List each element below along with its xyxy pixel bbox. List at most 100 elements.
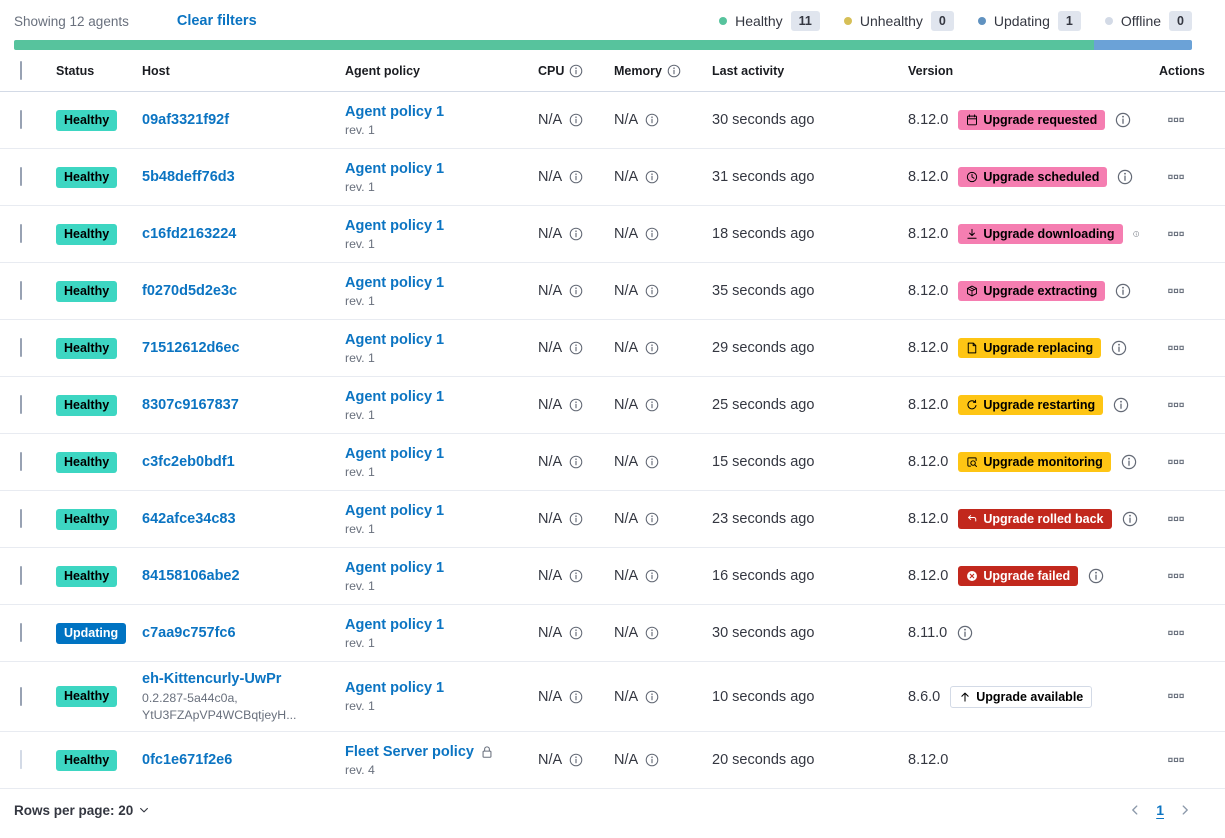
memory-na-info-icon[interactable]	[645, 398, 659, 412]
cpu-value: N/A	[538, 568, 563, 584]
cpu-na-info-icon[interactable]	[569, 113, 583, 127]
cpu-na-info-icon[interactable]	[569, 626, 583, 640]
policy-link[interactable]: Agent policy 1	[345, 274, 445, 291]
host-link[interactable]: 71512612d6ec	[142, 340, 240, 356]
version-info-icon[interactable]	[1115, 283, 1131, 299]
legend-count-badge: 1	[1057, 11, 1081, 31]
host-link[interactable]: 0fc1e671f2e6	[142, 752, 233, 769]
version-info-icon[interactable]	[1122, 511, 1138, 527]
row-actions-button[interactable]	[1168, 568, 1184, 584]
select-all-checkbox[interactable]	[20, 60, 22, 80]
row-actions-button[interactable]	[1168, 226, 1184, 242]
page-number-button[interactable]: 1	[1156, 802, 1164, 819]
row-checkbox[interactable]	[20, 338, 22, 357]
host-link[interactable]: 5b48deff76d3	[142, 169, 235, 185]
policy-link[interactable]: Agent policy 1	[345, 559, 445, 576]
host-link[interactable]: 642afce34c83	[142, 511, 236, 527]
row-actions-button[interactable]	[1168, 454, 1184, 470]
legend-item-unhealthy: Unhealthy 0	[843, 11, 954, 31]
policy-link[interactable]: Agent policy 1	[345, 217, 445, 234]
row-actions-button[interactable]	[1168, 283, 1184, 299]
host-link[interactable]: 84158106abe2	[142, 568, 240, 584]
row-actions-button[interactable]	[1168, 112, 1184, 128]
policy-link[interactable]: Agent policy 1	[345, 103, 445, 120]
row-checkbox[interactable]	[20, 395, 22, 414]
chevron-right-icon[interactable]	[1178, 803, 1192, 817]
cpu-na-info-icon[interactable]	[569, 398, 583, 412]
memory-na-info-icon[interactable]	[645, 455, 659, 469]
host-link[interactable]: f0270d5d2e3c	[142, 283, 238, 299]
policy-link[interactable]: Agent policy 1	[345, 445, 445, 462]
status-badge: Healthy	[56, 223, 118, 245]
row-actions-button[interactable]	[1168, 625, 1184, 641]
cpu-na-info-icon[interactable]	[569, 690, 583, 704]
version-info-icon[interactable]	[957, 625, 973, 641]
row-checkbox[interactable]	[20, 452, 22, 471]
row-checkbox[interactable]	[20, 686, 22, 706]
memory-na-info-icon[interactable]	[645, 690, 659, 704]
host-link[interactable]: c3fc2eb0bdf1	[142, 454, 235, 470]
cpu-na-info-icon[interactable]	[569, 569, 583, 583]
version-value: 8.12.0	[908, 454, 949, 470]
cpu-na-info-icon[interactable]	[569, 170, 583, 184]
policy-link[interactable]: Agent policy 1	[345, 331, 445, 348]
policy-link[interactable]: Fleet Server policy	[345, 743, 474, 760]
memory-na-info-icon[interactable]	[645, 113, 659, 127]
row-actions-button[interactable]	[1168, 340, 1184, 356]
rows-per-page-selector[interactable]: Rows per page: 20	[14, 803, 150, 818]
clear-filters-button[interactable]: Clear filters	[176, 13, 257, 29]
policy-link[interactable]: Agent policy 1	[345, 160, 445, 177]
row-checkbox[interactable]	[20, 750, 22, 770]
row-checkbox[interactable]	[20, 281, 22, 300]
cpu-na-info-icon[interactable]	[569, 753, 583, 767]
cpu-na-info-icon[interactable]	[569, 227, 583, 241]
version-info-icon[interactable]	[1111, 340, 1127, 356]
host-link[interactable]: c7aa9c757fc6	[142, 625, 236, 641]
policy-link[interactable]: Agent policy 1	[345, 616, 445, 633]
policy-link[interactable]: Agent policy 1	[345, 680, 445, 697]
policy-link[interactable]: Agent policy 1	[345, 502, 445, 519]
agent-table-row: Healthy eh-Kittencurly-UwPr 0.2.287-5a44…	[0, 662, 1225, 733]
row-checkbox[interactable]	[20, 110, 22, 129]
memory-na-info-icon[interactable]	[645, 626, 659, 640]
row-checkbox[interactable]	[20, 509, 22, 528]
cpu-na-info-icon[interactable]	[569, 455, 583, 469]
version-info-icon[interactable]	[1088, 568, 1104, 584]
host-link[interactable]: 8307c9167837	[142, 397, 239, 413]
row-checkbox[interactable]	[20, 224, 22, 243]
row-actions-button[interactable]	[1168, 752, 1184, 768]
row-actions-button[interactable]	[1168, 511, 1184, 527]
version-info-icon[interactable]	[1117, 169, 1133, 185]
host-link[interactable]: eh-Kittencurly-UwPr	[142, 671, 282, 687]
row-checkbox[interactable]	[20, 566, 22, 585]
memory-na-info-icon[interactable]	[645, 512, 659, 526]
cpu-na-info-icon[interactable]	[569, 512, 583, 526]
cpu-na-info-icon[interactable]	[569, 341, 583, 355]
policy-revision: rev. 1	[345, 293, 375, 308]
memory-na-info-icon[interactable]	[645, 227, 659, 241]
version-info-icon[interactable]	[1115, 112, 1131, 128]
cpu-info-icon[interactable]	[569, 64, 583, 78]
version-info-icon[interactable]	[1121, 454, 1137, 470]
row-checkbox[interactable]	[20, 623, 22, 642]
version-info-icon[interactable]	[1133, 226, 1139, 242]
memory-info-icon[interactable]	[667, 64, 681, 78]
row-actions-button[interactable]	[1168, 169, 1184, 185]
package-icon	[966, 285, 978, 297]
error-icon	[966, 570, 978, 582]
memory-na-info-icon[interactable]	[645, 569, 659, 583]
host-link[interactable]: c16fd2163224	[142, 226, 237, 242]
row-actions-button[interactable]	[1168, 688, 1184, 704]
memory-na-info-icon[interactable]	[645, 341, 659, 355]
memory-na-info-icon[interactable]	[645, 284, 659, 298]
status-badge: Healthy	[56, 508, 118, 530]
row-actions-button[interactable]	[1168, 397, 1184, 413]
policy-link[interactable]: Agent policy 1	[345, 388, 445, 405]
cpu-na-info-icon[interactable]	[569, 284, 583, 298]
memory-na-info-icon[interactable]	[645, 170, 659, 184]
chevron-left-icon[interactable]	[1128, 803, 1142, 817]
version-info-icon[interactable]	[1113, 397, 1129, 413]
memory-na-info-icon[interactable]	[645, 753, 659, 767]
host-link[interactable]: 09af3321f92f	[142, 112, 230, 128]
row-checkbox[interactable]	[20, 167, 22, 186]
